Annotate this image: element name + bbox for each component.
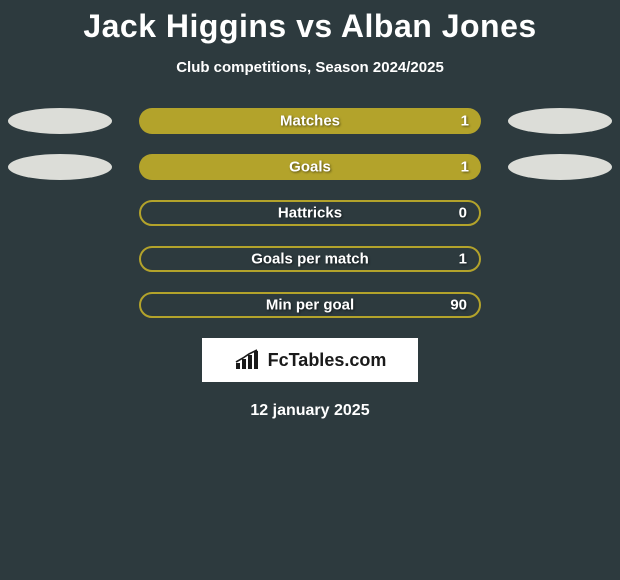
stat-value: 1 (459, 251, 467, 268)
player-left-marker (8, 108, 112, 134)
stats-area: Matches1Goals1Hattricks0Goals per match1… (0, 108, 620, 318)
stat-value: 1 (461, 113, 469, 130)
date-label: 12 january 2025 (0, 402, 620, 420)
chart-icon (234, 349, 262, 371)
stat-label: Goals per match (141, 251, 479, 268)
subtitle: Club competitions, Season 2024/2025 (0, 59, 620, 76)
stat-row: Goals1 (0, 154, 620, 180)
container: Jack Higgins vs Alban Jones Club competi… (0, 0, 620, 420)
stat-row: Hattricks0 (0, 200, 620, 226)
player-right-marker (508, 154, 612, 180)
stat-row: Matches1 (0, 108, 620, 134)
stat-label: Matches (139, 113, 481, 130)
stat-row: Goals per match1 (0, 246, 620, 272)
stat-bar: Goals per match1 (139, 246, 481, 272)
stat-label: Hattricks (141, 205, 479, 222)
stat-bar: Min per goal90 (139, 292, 481, 318)
stat-label: Goals (139, 159, 481, 176)
stat-bar: Matches1 (139, 108, 481, 134)
stat-bar: Hattricks0 (139, 200, 481, 226)
page-title: Jack Higgins vs Alban Jones (0, 8, 620, 45)
stat-value: 0 (459, 205, 467, 222)
logo-text: FcTables.com (268, 350, 387, 371)
stat-label: Min per goal (141, 297, 479, 314)
player-right-marker (508, 108, 612, 134)
stat-value: 1 (461, 159, 469, 176)
stat-row: Min per goal90 (0, 292, 620, 318)
stat-value: 90 (450, 297, 467, 314)
player-left-marker (8, 154, 112, 180)
logo-box: FcTables.com (202, 338, 418, 382)
stat-bar: Goals1 (139, 154, 481, 180)
